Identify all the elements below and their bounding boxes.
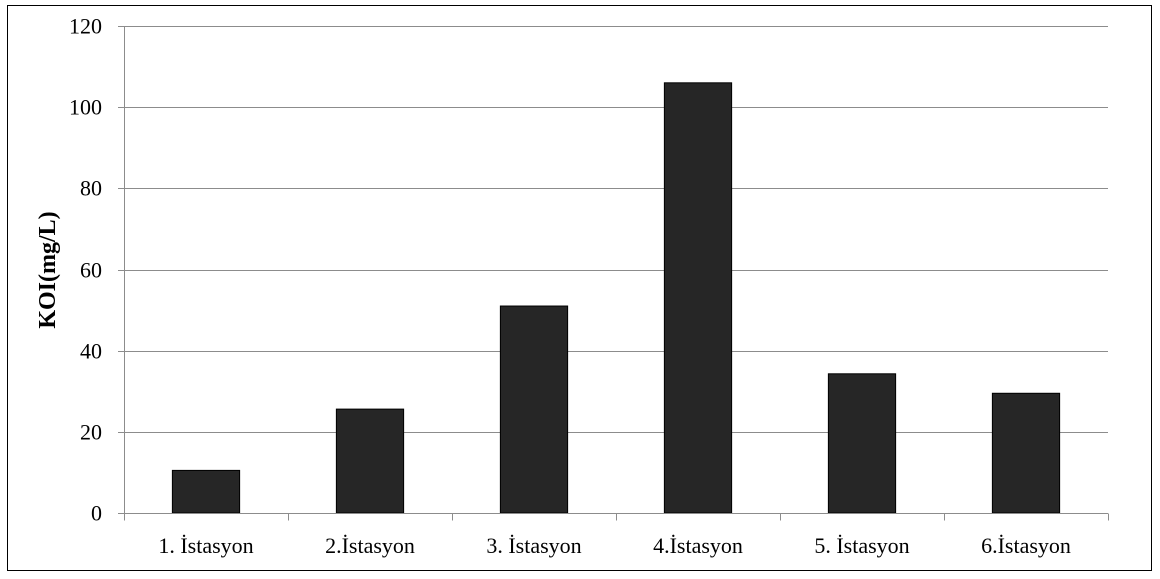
bar xyxy=(991,392,1061,514)
bar xyxy=(827,373,897,514)
bar xyxy=(499,305,569,514)
y-tick-label: 60 xyxy=(80,258,102,283)
bars xyxy=(171,82,1061,514)
y-tick-label: 40 xyxy=(80,339,102,364)
y-tick-label: 120 xyxy=(69,14,102,39)
y-tick-labels: 0 20 40 60 80 100 120 xyxy=(69,14,102,526)
y-tick-label: 100 xyxy=(69,95,102,120)
x-tick-label: 6.İstasyon xyxy=(981,533,1071,558)
bar xyxy=(171,469,241,514)
x-tick-label: 2.İstasyon xyxy=(325,533,415,558)
bar xyxy=(663,82,733,514)
axes xyxy=(118,26,1109,521)
gridlines xyxy=(124,26,1108,433)
y-tick-label: 80 xyxy=(80,176,102,201)
x-tick-label: 3. İstasyon xyxy=(486,533,581,558)
x-tick-labels: 1. İstasyon 2.İstasyon 3. İstasyon 4.İstasy… xyxy=(158,533,1071,558)
y-tick-label: 0 xyxy=(91,501,102,526)
bar xyxy=(335,408,405,514)
y-axis-title: KOI(mg/L) xyxy=(35,211,61,328)
y-tick-label: 20 xyxy=(80,420,102,445)
x-tick-label: 4.İstasyon xyxy=(653,533,743,558)
x-tick-label: 1. İstasyon xyxy=(158,533,253,558)
x-tick-label: 5. İstasyon xyxy=(814,533,909,558)
